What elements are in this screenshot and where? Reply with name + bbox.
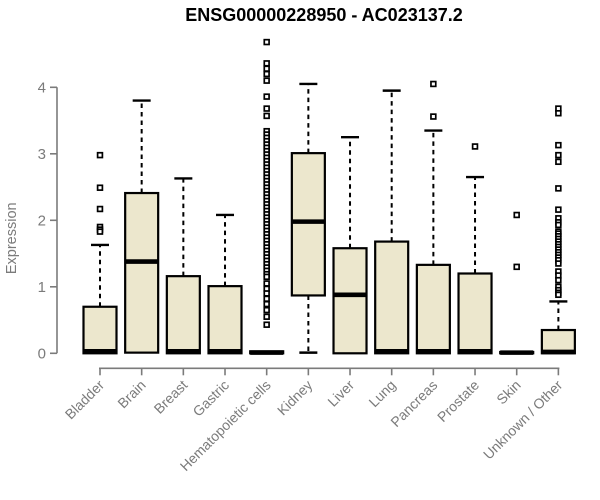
outlier-point-prostate bbox=[471, 143, 479, 150]
outlier-point-unknown-other bbox=[555, 291, 562, 299]
outlier-point-hematopoietic-cells bbox=[263, 290, 270, 297]
outlier-point-hematopoietic-cells bbox=[263, 280, 270, 287]
outlier-point-hematopoietic-cells bbox=[263, 60, 270, 67]
box-gastric bbox=[207, 285, 243, 355]
box-prostate bbox=[457, 272, 493, 355]
outlier-point-unknown-other bbox=[555, 141, 562, 149]
outlier-point-unknown-other bbox=[555, 109, 562, 117]
outlier-point-pancreas bbox=[430, 113, 437, 120]
box-bladder bbox=[82, 305, 118, 355]
y-tick-label: 2 bbox=[38, 212, 46, 229]
box-brain bbox=[124, 191, 160, 354]
outlier-point-hematopoietic-cells bbox=[263, 38, 270, 46]
x-tick-label-brain: Brain bbox=[114, 377, 148, 411]
x-tick-label-skin: Skin bbox=[493, 377, 524, 408]
outlier-point-bladder bbox=[96, 205, 104, 213]
outlier-point-hematopoietic-cells bbox=[263, 65, 270, 72]
outlier-point-hematopoietic-cells bbox=[263, 93, 270, 100]
outlier-point-hematopoietic-cells bbox=[263, 273, 270, 281]
y-tick-label: 4 bbox=[38, 79, 46, 96]
y-axis-title: Expression bbox=[4, 202, 20, 274]
x-tick-label-breast: Breast bbox=[151, 377, 191, 417]
y-tick-label: 3 bbox=[38, 146, 46, 163]
outlier-point-bladder bbox=[96, 151, 104, 159]
outlier-point-hematopoietic-cells bbox=[263, 300, 270, 308]
outlier-point-unknown-other bbox=[555, 151, 562, 159]
outlier-point-hematopoietic-cells bbox=[263, 70, 270, 78]
x-tick-label-unknown-other: Unknown / Other bbox=[480, 377, 566, 463]
outlier-point-pancreas bbox=[430, 80, 437, 88]
x-tick-label-lung: Lung bbox=[365, 377, 398, 410]
outlier-point-skin bbox=[513, 211, 520, 219]
box-pancreas bbox=[415, 263, 451, 355]
outlier-point-unknown-other bbox=[555, 206, 562, 213]
x-tick-label-prostate: Prostate bbox=[434, 377, 482, 425]
outlier-point-hematopoietic-cells bbox=[263, 313, 270, 320]
outlier-point-hematopoietic-cells bbox=[263, 295, 270, 303]
box-kidney bbox=[290, 152, 326, 297]
y-tick-label: 1 bbox=[38, 279, 46, 296]
outlier-point-unknown-other bbox=[555, 260, 562, 267]
box-breast bbox=[165, 275, 201, 355]
outlier-point-bladder bbox=[96, 184, 104, 191]
outlier-point-unknown-other bbox=[555, 221, 562, 229]
outlier-point-unknown-other bbox=[555, 185, 562, 192]
outlier-point-bladder bbox=[96, 228, 104, 235]
chart-title: ENSG00000228950 - AC023137.2 bbox=[185, 5, 463, 25]
outlier-point-hematopoietic-cells bbox=[263, 306, 270, 314]
outlier-point-hematopoietic-cells bbox=[263, 321, 270, 328]
box-lung bbox=[374, 240, 410, 355]
outlier-point-unknown-other bbox=[555, 158, 562, 166]
y-tick-label: 0 bbox=[38, 345, 46, 362]
outlier-point-hematopoietic-cells bbox=[263, 112, 270, 120]
x-tick-label-liver: Liver bbox=[324, 377, 357, 410]
outlier-point-hematopoietic-cells bbox=[263, 77, 270, 84]
x-tick-label-kidney: Kidney bbox=[274, 377, 316, 419]
outlier-point-hematopoietic-cells bbox=[263, 105, 270, 112]
outlier-point-unknown-other bbox=[555, 276, 562, 284]
x-tick-label-bladder: Bladder bbox=[62, 377, 108, 423]
outlier-point-skin bbox=[513, 263, 520, 271]
box-liver bbox=[332, 247, 368, 355]
